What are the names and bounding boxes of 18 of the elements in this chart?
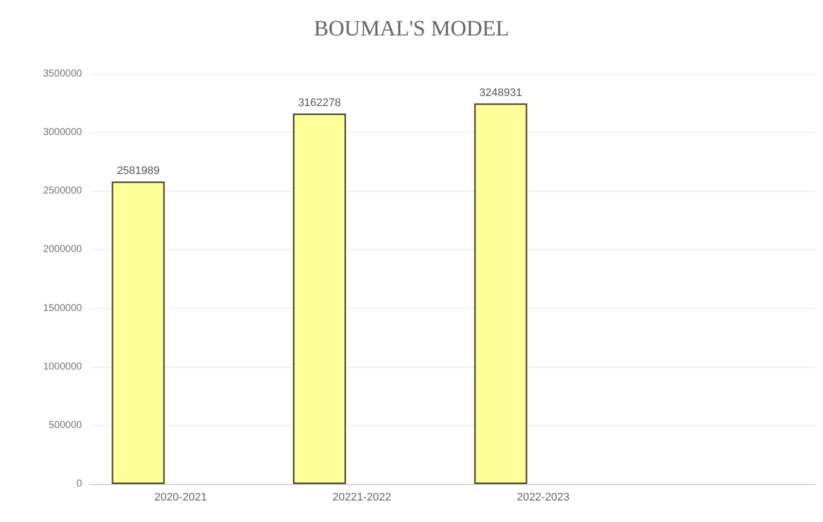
x-tick-label: 20221-2022 (332, 492, 392, 504)
data-label: 2581989 (116, 165, 160, 178)
chart-title: BOUMAL'S MODEL (314, 16, 510, 40)
y-tick-label: 500000 (48, 420, 82, 431)
y-tick-label: 3000000 (43, 127, 82, 138)
y-tick-label: 2500000 (43, 186, 82, 197)
y-tick-label: 0 (76, 478, 82, 490)
y-tick-label: 3500000 (43, 68, 82, 80)
x-tick-label: 2020-2021 (154, 492, 207, 504)
y-tick-label: 2000000 (43, 244, 82, 256)
data-label: 3162278 (298, 97, 341, 110)
bar (292, 114, 346, 484)
bar (112, 182, 165, 484)
y-tick-label: 1500000 (43, 302, 82, 314)
y-tick-label: 1000000 (43, 361, 82, 372)
bar (474, 103, 528, 484)
x-tick-label: 2022-2023 (516, 492, 570, 504)
data-label: 3248931 (479, 86, 522, 99)
